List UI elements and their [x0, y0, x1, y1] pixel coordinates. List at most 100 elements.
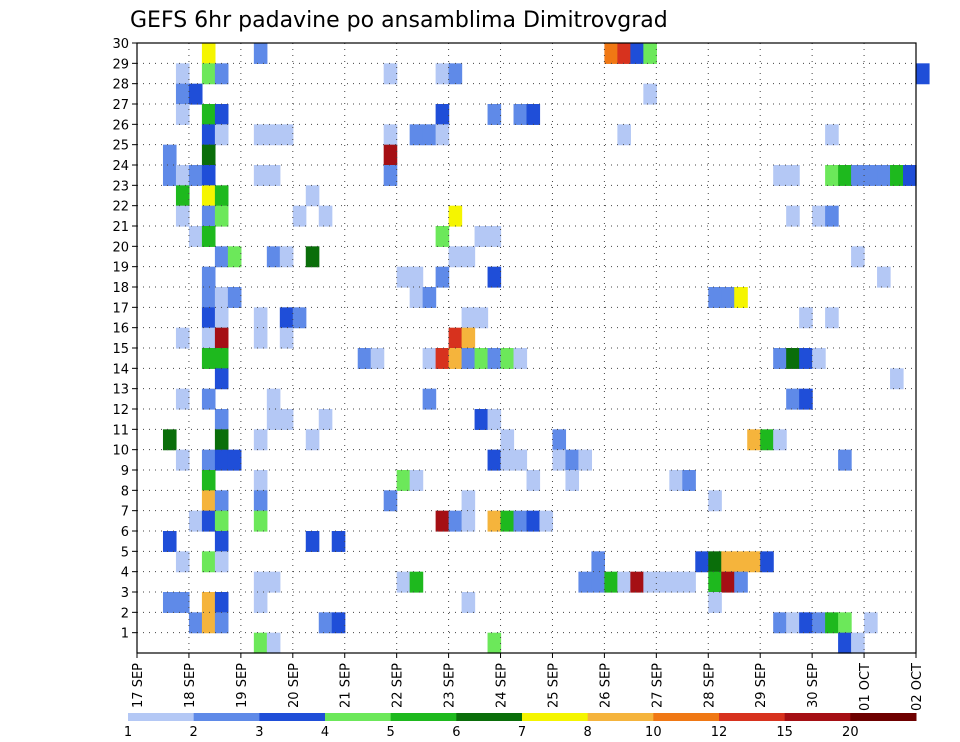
heatmap-cell — [201, 307, 216, 329]
heatmap-cell — [201, 205, 216, 227]
heatmap-cell — [409, 124, 424, 146]
heatmap-cell — [734, 571, 748, 593]
heatmap-cell — [253, 490, 268, 512]
x-tick-label: 01 OCT — [858, 663, 873, 711]
heatmap-cell — [253, 632, 268, 654]
y-tick-label: 26 — [112, 118, 129, 133]
heatmap-cell — [461, 490, 476, 512]
heatmap-cell — [214, 429, 229, 451]
heatmap-cell — [175, 449, 190, 471]
heatmap-cell — [448, 205, 463, 227]
heatmap-cell — [175, 205, 190, 227]
heatmap-cell — [266, 571, 281, 593]
heatmap-cell — [708, 571, 722, 593]
x-tick-label: 17 SEP — [131, 663, 146, 708]
y-tick-label: 20 — [112, 240, 129, 255]
heatmap-cell — [877, 165, 891, 186]
heatmap-cell — [448, 510, 463, 532]
heatmap-cell — [747, 551, 761, 573]
heatmap-cell — [370, 348, 385, 369]
heatmap-cell — [487, 409, 502, 430]
heatmap-cell — [188, 510, 203, 532]
heatmap-cell — [487, 510, 502, 532]
y-tick-label: 3 — [121, 586, 129, 601]
colorbar-label: 5 — [387, 725, 395, 740]
y-tick-label: 21 — [112, 220, 129, 235]
heatmap-cell — [214, 246, 229, 268]
heatmap-cell — [214, 124, 229, 146]
heatmap-cell — [214, 348, 229, 369]
y-tick-label: 27 — [112, 98, 129, 113]
heatmap-cell — [604, 571, 618, 593]
heatmap-cell — [253, 307, 268, 329]
heatmap-cell — [461, 510, 476, 532]
heatmap-cell — [201, 43, 216, 64]
colorbar-swatch — [390, 713, 457, 721]
x-tick-label: 29 SEP — [754, 663, 769, 708]
heatmap-cell — [708, 287, 722, 308]
heatmap-cell — [487, 104, 502, 125]
heatmap-cell — [201, 266, 216, 288]
heatmap-cell — [773, 429, 787, 451]
heatmap-cell — [487, 266, 502, 288]
heatmap-cell — [786, 388, 800, 410]
heatmap-cell — [214, 63, 229, 85]
heatmap-cell — [630, 43, 644, 64]
x-tick-label: 19 SEP — [235, 663, 250, 708]
heatmap-cell — [214, 104, 229, 125]
heatmap-cell — [435, 348, 450, 369]
heatmap-cell — [435, 104, 450, 125]
heatmap-cell — [422, 287, 437, 308]
colorbar-swatch — [587, 713, 654, 721]
heatmap-cell — [214, 327, 229, 349]
heatmap-cell — [461, 348, 476, 369]
heatmap-cell — [201, 104, 216, 125]
heatmap-cell — [201, 388, 216, 410]
heatmap-cell — [435, 124, 450, 146]
heatmap-cell — [695, 551, 709, 573]
heatmap-cell — [214, 205, 229, 227]
x-tick-label: 26 SEP — [598, 663, 613, 708]
heatmap-cell — [253, 43, 268, 64]
heatmap-cell — [396, 470, 411, 491]
y-tick-label: 30 — [112, 37, 129, 52]
colorbar-swatch — [456, 713, 523, 721]
colorbar-swatch — [784, 713, 851, 721]
heatmap-cell — [175, 83, 190, 105]
y-tick-label: 8 — [121, 484, 129, 499]
heatmap-cell — [526, 470, 541, 491]
heatmap-cell — [214, 490, 229, 512]
y-tick-label: 7 — [121, 505, 129, 520]
heatmap-cell — [565, 449, 580, 471]
heatmap-cell — [643, 43, 657, 64]
heatmap-cell — [396, 571, 411, 593]
heatmap-cell — [318, 205, 333, 227]
heatmap-cell — [201, 592, 216, 613]
heatmap-cell — [851, 632, 865, 654]
heatmap-cell — [214, 510, 229, 532]
heatmap-cell — [227, 449, 242, 471]
heatmap-cell — [838, 165, 852, 186]
y-tick-label: 5 — [121, 545, 129, 560]
heatmap-cell — [448, 246, 463, 268]
heatmap-cell — [513, 510, 528, 532]
heatmap-cell — [877, 266, 891, 288]
heatmap-cell — [799, 612, 813, 634]
x-tick-label: 23 SEP — [443, 663, 458, 708]
colorbar-swatch — [850, 713, 917, 721]
heatmap-cell — [214, 307, 229, 329]
heatmap-cell — [201, 226, 216, 247]
heatmap-cell — [487, 348, 502, 369]
heatmap-cell — [201, 185, 216, 207]
heatmap-cell — [578, 571, 593, 593]
heatmap-cell — [175, 63, 190, 85]
heatmap-cell — [448, 327, 463, 349]
heatmap-cell — [383, 124, 398, 146]
heatmap-cell — [487, 226, 502, 247]
heatmap-cell — [747, 429, 761, 451]
heatmap-cell — [214, 612, 229, 634]
chart-title: GEFS 6hr padavine po ansamblima Dimitrov… — [130, 8, 668, 33]
heatmap-cell — [201, 63, 216, 85]
heatmap-cell — [812, 612, 826, 634]
heatmap-cell — [474, 307, 489, 329]
